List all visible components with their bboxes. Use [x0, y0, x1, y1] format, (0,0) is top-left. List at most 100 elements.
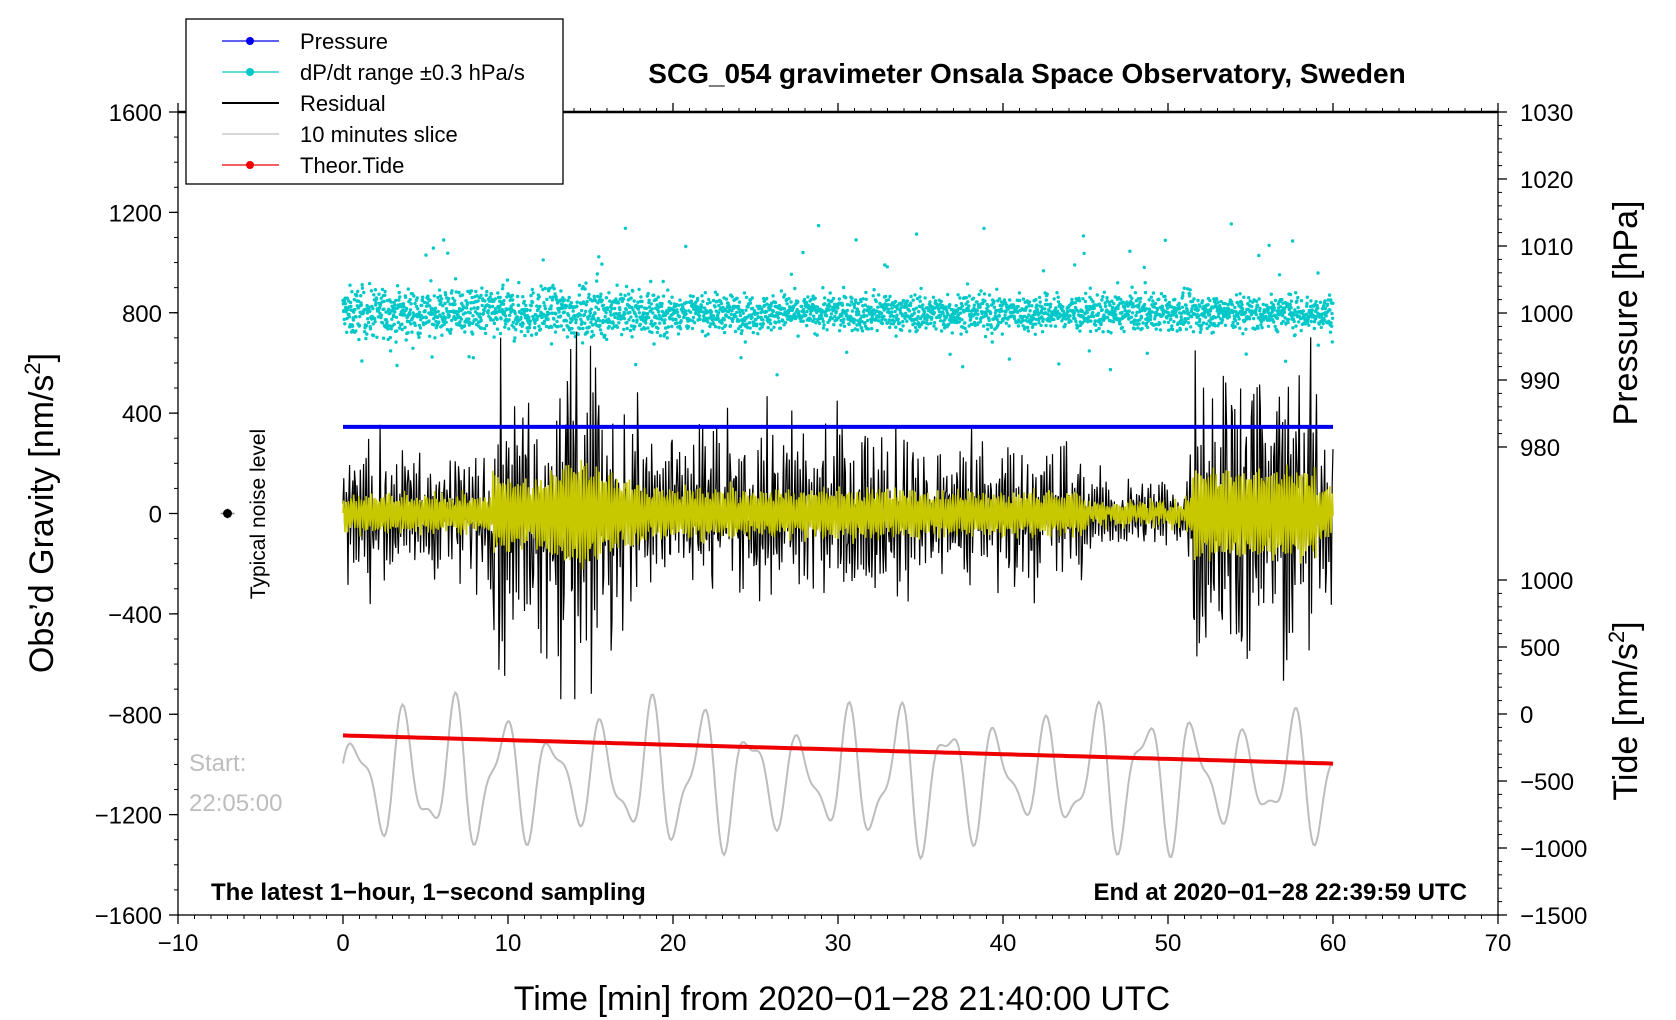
dpdt-point	[360, 283, 364, 287]
dpdt-point	[777, 320, 781, 324]
dpdt-point	[986, 304, 990, 309]
dpdt-point	[971, 296, 976, 300]
dpdt-point	[540, 315, 544, 319]
dpdt-point	[637, 287, 641, 292]
dpdt-point	[1055, 291, 1059, 295]
dpdt-point	[875, 328, 879, 333]
residual-line	[342, 331, 1334, 700]
pressure-tick-label: 980	[1520, 435, 1560, 462]
dpdt-point	[463, 311, 468, 315]
dpdt-point	[396, 320, 400, 325]
dpdt-point	[415, 296, 419, 300]
dpdt-point	[441, 304, 445, 308]
dpdt-point	[970, 322, 974, 326]
dpdt-point	[1155, 308, 1160, 312]
dpdt-point	[448, 302, 452, 306]
dpdt-point	[856, 328, 860, 332]
dpdt-point	[834, 309, 838, 314]
dpdt-point	[960, 304, 965, 308]
dpdt-point	[562, 310, 566, 314]
dpdt-point	[576, 332, 580, 336]
dpdt-point	[837, 329, 842, 333]
dpdt-point	[368, 327, 373, 331]
dpdt-point	[528, 319, 533, 323]
dpdt-point	[815, 305, 820, 309]
dpdt-point	[689, 310, 693, 314]
dpdt-point	[615, 325, 620, 329]
dpdt-point	[959, 332, 963, 336]
dpdt-point	[587, 292, 591, 297]
dpdt-point	[864, 297, 868, 301]
dpdt-point	[1093, 319, 1098, 323]
dpdt-point	[549, 304, 553, 308]
dpdt-point	[1061, 309, 1066, 313]
dpdt-point	[665, 330, 669, 335]
dpdt-point	[382, 307, 386, 311]
dpdt-point	[593, 311, 597, 316]
dpdt-point	[453, 277, 458, 281]
dpdt-point	[562, 328, 566, 332]
dpdt-point	[380, 287, 385, 292]
dpdt-point	[1097, 326, 1101, 331]
dpdt-point	[788, 314, 793, 319]
dpdt-point	[1174, 315, 1179, 319]
dpdt-point	[979, 289, 983, 293]
dpdt-point	[446, 251, 450, 255]
dpdt-point	[347, 315, 352, 319]
dpdt-point	[1137, 322, 1141, 326]
dpdt-point	[373, 320, 377, 324]
dpdt-point	[654, 298, 658, 302]
dpdt-point	[390, 317, 394, 321]
dpdt-point	[808, 317, 812, 321]
dpdt-point	[572, 331, 576, 335]
dpdt-point	[530, 287, 534, 292]
dpdt-point	[1000, 309, 1004, 313]
dpdt-point	[821, 326, 826, 330]
dpdt-point	[354, 315, 358, 319]
dpdt-point	[481, 311, 486, 316]
dpdt-point	[1026, 325, 1030, 330]
dpdt-point	[1198, 330, 1203, 334]
dpdt-point	[586, 317, 590, 321]
dpdt-point	[1057, 362, 1061, 366]
start-time: 22:05:00	[189, 790, 282, 817]
dpdt-point	[592, 317, 596, 321]
dpdt-point	[500, 286, 505, 291]
dpdt-point	[1086, 318, 1090, 323]
dpdt-point	[701, 299, 705, 304]
dpdt-point	[925, 318, 929, 322]
dpdt-point	[1314, 314, 1319, 319]
dpdt-point	[398, 295, 402, 299]
dpdt-point	[345, 330, 349, 334]
dpdt-point	[538, 304, 542, 309]
dpdt-point	[450, 318, 454, 323]
dpdt-point	[895, 313, 899, 317]
legend-label: Residual	[300, 91, 386, 116]
dpdt-point	[837, 297, 841, 301]
dpdt-point	[1320, 307, 1325, 311]
dpdt-point	[975, 308, 979, 313]
dpdt-point	[1171, 313, 1176, 317]
dpdt-point	[1116, 281, 1120, 285]
dpdt-point	[1194, 321, 1199, 325]
dpdt-point	[1238, 309, 1243, 314]
dpdt-point	[440, 333, 444, 337]
dpdt-point	[1251, 316, 1256, 321]
dpdt-point	[598, 295, 602, 299]
dpdt-point	[823, 296, 827, 300]
dpdt-point	[676, 332, 681, 336]
dpdt-point	[411, 311, 415, 315]
dpdt-point	[827, 308, 831, 312]
tick-layer	[169, 103, 1507, 924]
dpdt-point	[628, 310, 632, 315]
dpdt-point	[388, 335, 392, 340]
dpdt-point	[918, 295, 922, 299]
dpdt-point	[631, 319, 635, 323]
dpdt-point	[689, 299, 693, 303]
dpdt-point	[678, 298, 682, 302]
dpdt-point	[1163, 298, 1168, 302]
dpdt-point	[614, 297, 618, 301]
dpdt-point	[1282, 310, 1287, 314]
dpdt-point	[1254, 313, 1259, 317]
dpdt-point	[353, 307, 357, 312]
